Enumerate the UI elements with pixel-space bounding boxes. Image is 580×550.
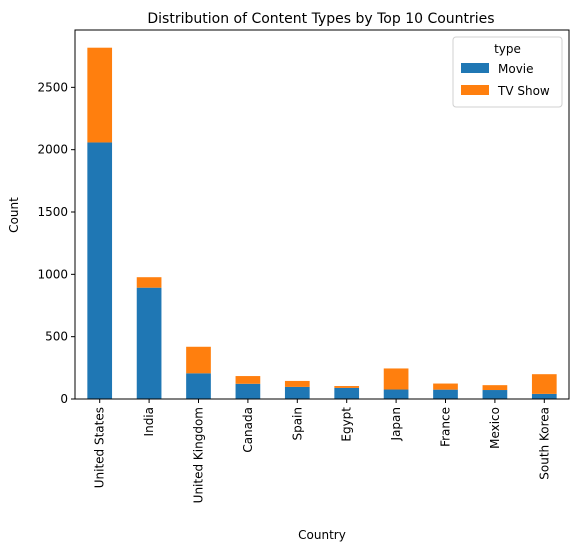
- y-tick-label-3: 1500: [37, 205, 68, 219]
- x-tick-label-8: Mexico: [488, 407, 502, 449]
- y-tick-label-0: 0: [60, 392, 68, 406]
- plot-frame: [74, 29, 570, 400]
- x-axis-label: Country: [298, 528, 346, 542]
- bar-tv-show-8: [482, 385, 508, 391]
- x-axis-ticks: United States India United Kingdom Canada Sp…: [93, 399, 551, 503]
- bar-movie-7: [433, 389, 458, 399]
- x-tick-label-6: Japan: [389, 407, 403, 441]
- bar-movie-5: [334, 387, 360, 399]
- legend-label-0: Movie: [498, 62, 534, 76]
- bars: [87, 47, 557, 400]
- bar-movie-6: [383, 389, 409, 399]
- chart-title: Distribution of Content Types by Top 10 …: [147, 11, 494, 27]
- y-tick-label-4: 2000: [37, 143, 68, 157]
- bar-movie-9: [531, 393, 557, 399]
- legend: type Movie TV Show: [452, 36, 563, 108]
- bar-tv-show-6: [383, 368, 409, 390]
- bar-movie-0: [87, 142, 113, 400]
- x-tick-label-9: South Korea: [537, 407, 551, 480]
- legend-label-1: TV Show: [497, 84, 550, 98]
- bar-movie-1: [136, 287, 162, 399]
- bar-tv-show-7: [433, 383, 458, 390]
- bar-movie-8: [482, 390, 508, 399]
- y-tick-label-2: 1000: [37, 267, 68, 281]
- bar-tv-show-9: [531, 374, 557, 394]
- legend-swatch-0: [461, 63, 489, 73]
- bar-movie-4: [284, 386, 310, 399]
- bar-movie-2: [186, 373, 211, 399]
- y-tick-label-1: 500: [45, 330, 68, 344]
- y-axis-ticks: 0 500 1000 1500 2000 2500: [37, 80, 75, 406]
- x-tick-label-5: Egypt: [340, 407, 354, 442]
- x-tick-label-0: United States: [93, 407, 107, 488]
- legend-swatch-1: [461, 85, 489, 95]
- bar-tv-show-3: [235, 376, 261, 384]
- y-tick-label-5: 2500: [37, 80, 68, 94]
- x-tick-label-1: India: [142, 407, 156, 436]
- x-tick-label-2: United Kingdom: [192, 407, 206, 503]
- bar-tv-show-4: [284, 380, 310, 387]
- x-tick-label-7: France: [439, 407, 453, 447]
- bar-tv-show-0: [87, 47, 113, 143]
- y-axis-label: Count: [7, 197, 21, 233]
- legend-title: type: [494, 42, 521, 56]
- bar-tv-show-5: [334, 386, 360, 388]
- x-tick-label-4: Spain: [290, 407, 304, 441]
- bar-tv-show-1: [136, 277, 162, 288]
- bar-movie-3: [235, 383, 261, 399]
- bar-tv-show-2: [186, 346, 211, 374]
- x-tick-label-3: Canada: [241, 407, 255, 453]
